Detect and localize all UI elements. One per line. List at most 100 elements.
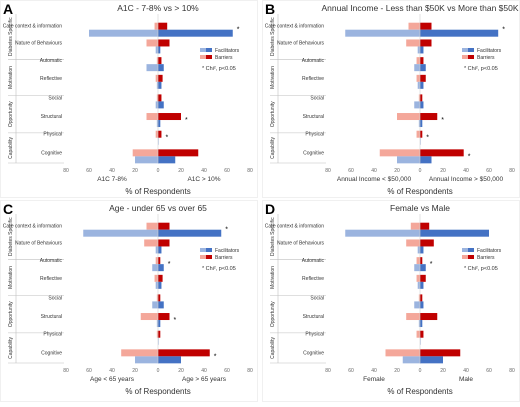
x-tick-label: 0 xyxy=(419,368,422,374)
barrier-bar-left xyxy=(155,257,158,265)
category-label: Reflective xyxy=(40,276,62,282)
facilitator-bar-left xyxy=(417,281,420,289)
facilitator-bar-right xyxy=(158,46,161,54)
barrier-bar-right xyxy=(158,22,168,30)
legend-swatch-barrier-dark xyxy=(206,55,212,59)
facilitator-bar-left xyxy=(135,356,158,364)
group-label: Capability xyxy=(270,336,276,358)
significance-star: * xyxy=(214,353,217,360)
chart-panel-b: B Annual Income - Less than $50K vs More … xyxy=(262,0,520,198)
barrier-bar-right xyxy=(420,313,438,321)
facilitator-bar-left xyxy=(402,356,420,364)
barrier-bar-right xyxy=(158,39,170,47)
facilitator-bar-right xyxy=(158,229,222,237)
barrier-bar-right xyxy=(158,94,162,102)
chart-title: Annual Income - Less than $50K vs More t… xyxy=(321,3,518,13)
chart-panel-c: C Age - under 65 vs over 65 Diabetes Speci… xyxy=(0,200,258,402)
group-label: Diabetes Specific xyxy=(270,217,276,256)
facilitator-bar-left xyxy=(156,320,158,328)
panel-letter: C xyxy=(3,201,13,217)
x-axis-title: % of Respondents xyxy=(387,387,452,396)
barrier-bar-right xyxy=(158,74,163,82)
barrier-bar-right xyxy=(420,222,430,230)
facilitator-bar-left xyxy=(418,320,420,328)
facilitator-bar-right xyxy=(420,81,424,89)
barrier-bar-left xyxy=(144,239,158,247)
barrier-bar-right xyxy=(420,149,464,157)
x-tick-label: 0 xyxy=(157,168,160,174)
barrier-bar-left xyxy=(416,130,420,138)
category-label: Reflective xyxy=(40,76,62,82)
group-label: Motivation xyxy=(270,266,276,289)
x-tick-label: 20 xyxy=(132,368,138,374)
legend-swatch-facilitator-light xyxy=(462,48,468,52)
legend-swatch-barrier-light xyxy=(462,55,468,59)
x-axis-title: % of Respondents xyxy=(387,187,452,196)
facilitator-bar-left xyxy=(152,301,158,309)
facilitator-bar-right xyxy=(420,301,424,309)
barrier-bar-left xyxy=(156,330,158,338)
barrier-bar-right xyxy=(158,113,181,121)
facilitator-bar-right xyxy=(420,320,423,328)
category-label: Reflective xyxy=(302,276,324,282)
barrier-bar-right xyxy=(158,149,199,157)
facilitator-bar-right xyxy=(158,64,164,72)
group-label: Capability xyxy=(8,336,14,358)
group-label: Motivation xyxy=(8,66,14,89)
group-right-label: Male xyxy=(459,376,473,383)
chart-title: Female vs Male xyxy=(390,203,450,213)
legend-swatch-barrier-light xyxy=(200,55,206,59)
legend-swatch-facilitator-dark xyxy=(468,248,474,252)
facilitator-bar-right xyxy=(158,320,161,328)
category-label: Care context & information xyxy=(3,224,62,230)
barrier-bar-left xyxy=(155,74,158,82)
facilitator-bar-right xyxy=(420,101,424,109)
barrier-bar-left xyxy=(416,257,420,265)
category-label: Physical xyxy=(43,332,62,338)
chart-title: Age - under 65 vs over 65 xyxy=(109,203,207,213)
facilitator-bar-left xyxy=(156,120,158,128)
group-left-label: Female xyxy=(363,376,385,383)
barrier-bar-left xyxy=(385,349,420,357)
category-label: Nature of Behaviours xyxy=(277,40,324,46)
legend-label-barriers: Barriers xyxy=(477,55,495,61)
group-label: Capability xyxy=(8,136,14,158)
category-label: Structural xyxy=(41,314,62,320)
facilitator-bar-right xyxy=(420,229,489,237)
facilitator-bar-left xyxy=(155,101,158,109)
x-tick-label: 40 xyxy=(463,168,469,174)
significance-star: * xyxy=(174,317,177,324)
facilitator-bar-right xyxy=(420,156,432,164)
significance-star: * xyxy=(165,135,168,142)
facilitator-bar-left xyxy=(417,246,420,254)
group-left-label: A1C 7-8% xyxy=(97,176,127,183)
legend-label-barriers: Barriers xyxy=(215,55,233,61)
barrier-bar-right xyxy=(158,349,210,357)
facilitator-bar-right xyxy=(420,120,423,128)
legend-label-barriers: Barriers xyxy=(477,255,495,261)
legend-swatch-barrier-light xyxy=(462,255,468,259)
legend-label-facilitators: Facilitators xyxy=(477,248,502,254)
group-left-label: Age < 65 years xyxy=(90,376,135,383)
legend-label-barriers: Barriers xyxy=(215,255,233,261)
significance-note: * Chi², p<0.05 xyxy=(202,266,236,272)
significance-note: * Chi², p<0.05 xyxy=(464,66,498,72)
barrier-bar-left xyxy=(146,39,158,47)
barrier-bar-left xyxy=(156,94,158,102)
panel-letter: D xyxy=(265,201,275,217)
category-label: Social xyxy=(48,95,62,101)
significance-star: * xyxy=(185,117,188,124)
group-right-label: Age > 65 years xyxy=(182,376,227,383)
significance-star: * xyxy=(225,227,228,234)
facilitator-bar-right xyxy=(158,81,162,89)
group-right-label: A1C > 10% xyxy=(187,176,220,183)
legend-label-facilitators: Facilitators xyxy=(215,48,240,54)
x-tick-label: 80 xyxy=(247,168,253,174)
barrier-bar-right xyxy=(420,74,426,82)
barrier-bar-right xyxy=(158,130,162,138)
barrier-bar-left xyxy=(406,313,420,321)
facilitator-bar-left xyxy=(414,64,420,72)
barrier-bar-right xyxy=(158,222,170,230)
panel-letter: B xyxy=(265,1,275,17)
x-tick-label: 20 xyxy=(132,168,138,174)
